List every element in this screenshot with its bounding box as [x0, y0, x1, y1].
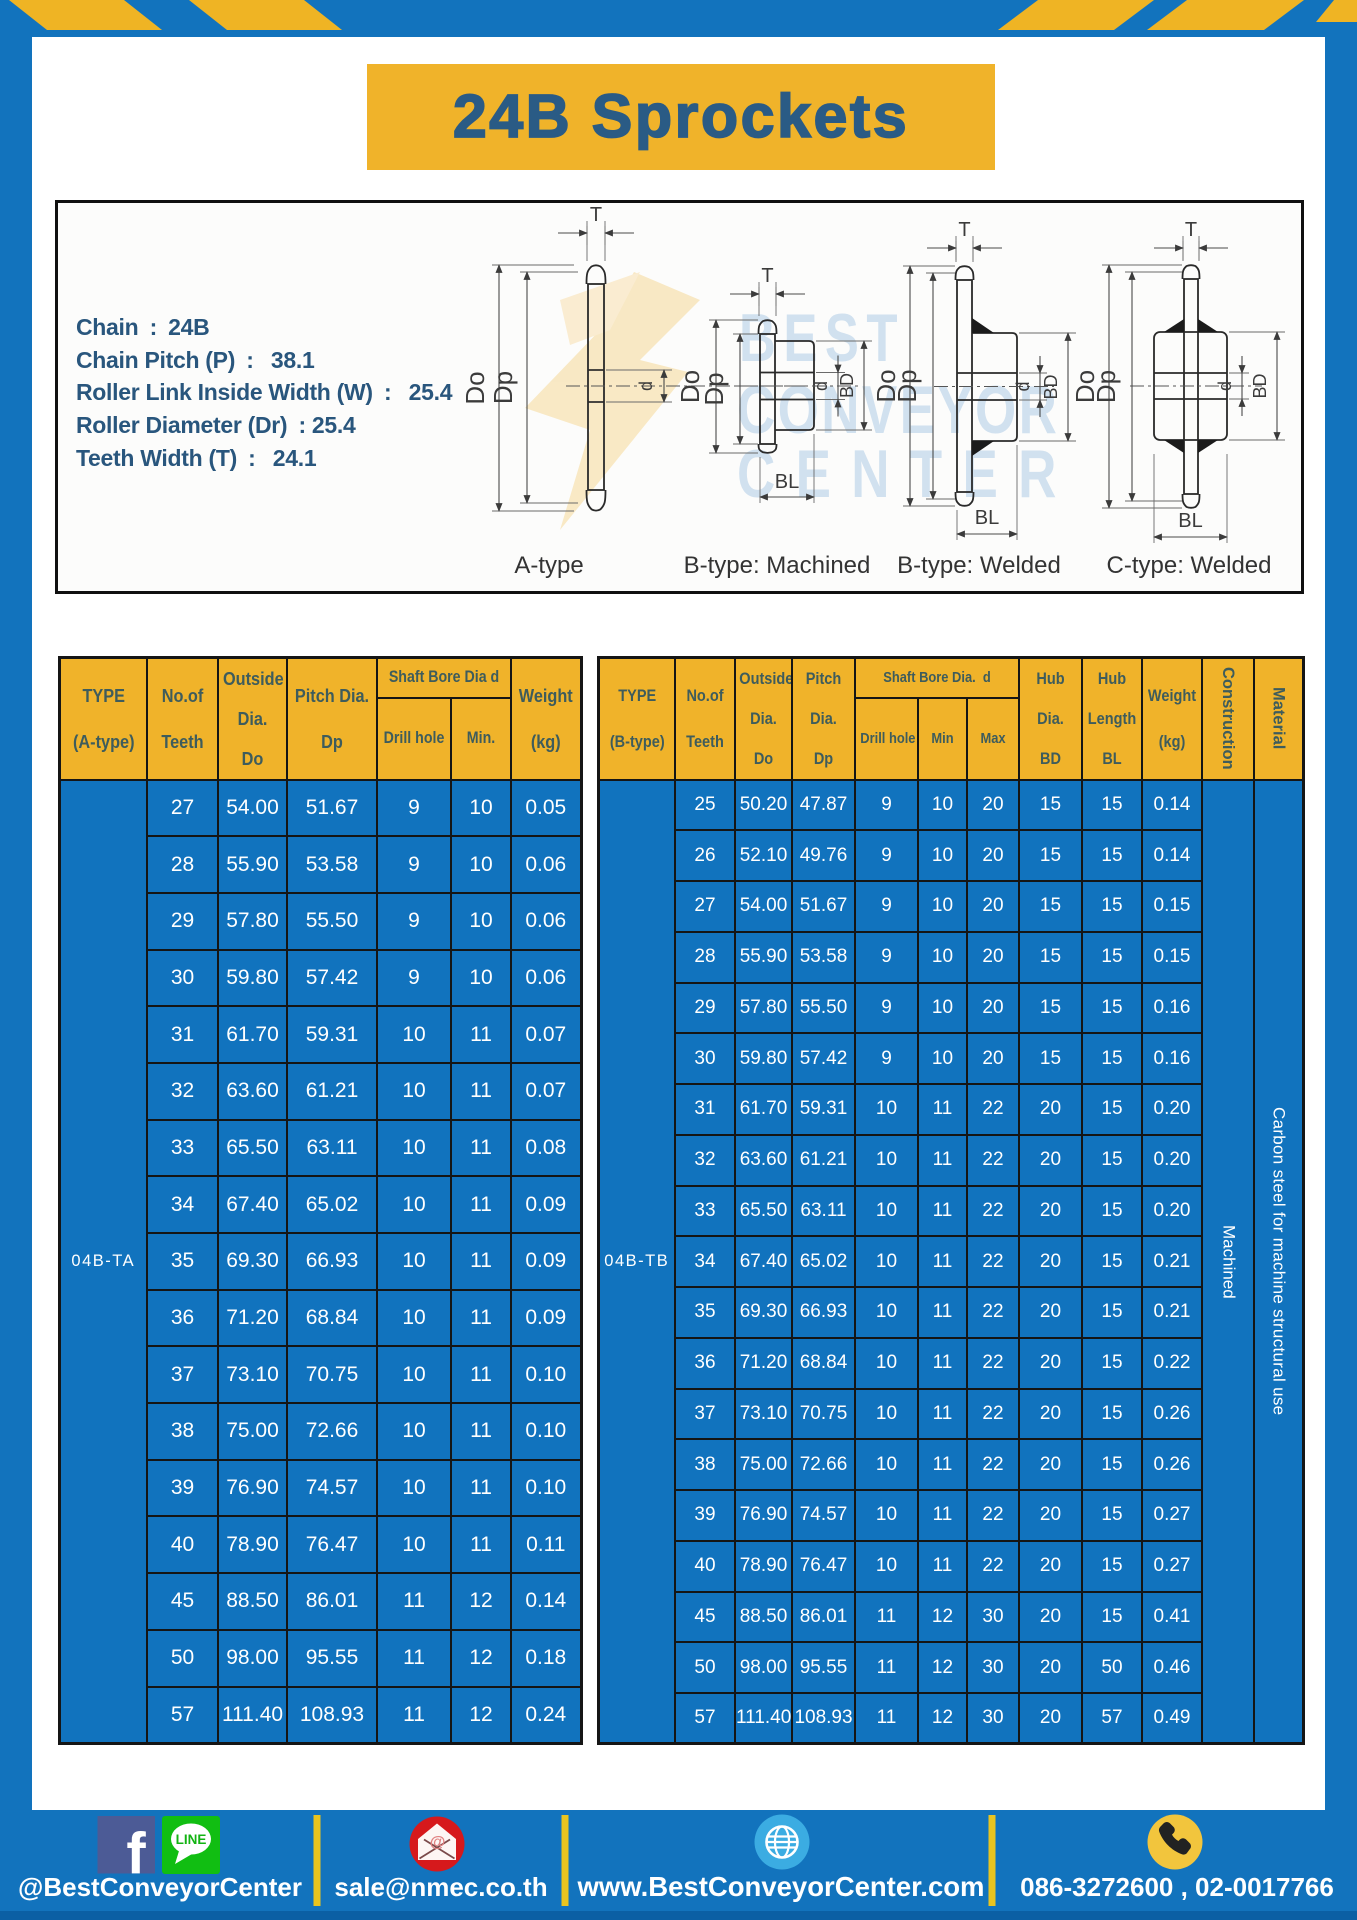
svg-text:B-type: Machined: B-type: Machined — [684, 552, 871, 579]
svg-text:BL: BL — [1178, 510, 1202, 532]
svg-text:Dp: Dp — [488, 371, 518, 404]
svg-text:C-type: Welded: C-type: Welded — [1107, 552, 1272, 579]
svg-text:LINE: LINE — [176, 1832, 207, 1847]
svg-text:A-type: A-type — [514, 552, 583, 579]
svg-text:d: d — [1215, 381, 1235, 391]
svg-text:BL: BL — [775, 471, 799, 493]
svg-text:CONVEYOR: CONVEYOR — [737, 372, 1059, 448]
svg-text:sale@nmec.co.th: sale@nmec.co.th — [334, 1872, 547, 1902]
svg-text:BD: BD — [837, 373, 857, 398]
svg-text:@: @ — [430, 1834, 446, 1851]
svg-text:Do: Do — [871, 369, 901, 402]
svg-text:BEST: BEST — [739, 300, 905, 376]
svg-text:Dp: Dp — [892, 369, 922, 402]
svg-text:d: d — [636, 381, 656, 391]
svg-text:Do: Do — [675, 370, 705, 403]
svg-text:BD: BD — [1250, 373, 1270, 398]
svg-text:@BestConveyorCenter: @BestConveyorCenter — [18, 1872, 302, 1902]
svg-text:www.BestConveyorCenter.com: www.BestConveyorCenter.com — [576, 1871, 984, 1902]
svg-text:B-type: Welded: B-type: Welded — [897, 552, 1061, 579]
svg-text:BL: BL — [975, 507, 999, 529]
svg-text:T: T — [1185, 219, 1197, 241]
svg-text:d: d — [1013, 381, 1033, 391]
svg-text:T: T — [958, 219, 970, 241]
svg-text:086-3272600 , 02-0017766: 086-3272600 , 02-0017766 — [1020, 1872, 1334, 1902]
svg-text:d: d — [811, 381, 831, 391]
svg-text:T: T — [590, 204, 602, 226]
svg-text:f: f — [126, 1822, 146, 1887]
svg-text:BD: BD — [1041, 374, 1061, 399]
svg-text:Dp: Dp — [699, 372, 729, 405]
svg-text:Do: Do — [1070, 370, 1100, 403]
svg-text:T: T — [761, 265, 773, 287]
svg-text:Do: Do — [460, 371, 490, 404]
svg-text:Dp: Dp — [1091, 370, 1121, 403]
